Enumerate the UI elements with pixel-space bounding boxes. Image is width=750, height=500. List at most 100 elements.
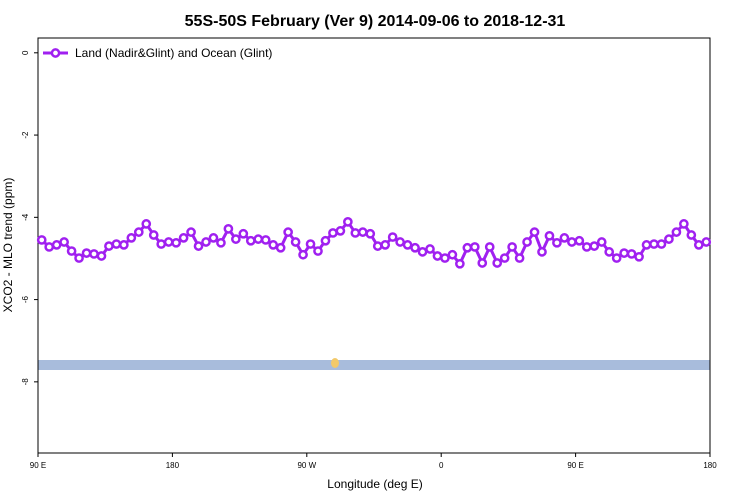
point	[514, 253, 525, 263]
y-tick-label: -6	[21, 295, 30, 303]
point	[178, 233, 189, 243]
point	[81, 248, 92, 258]
point	[231, 234, 241, 244]
point	[201, 237, 211, 247]
point	[313, 246, 323, 256]
point	[51, 240, 62, 250]
point	[372, 241, 383, 251]
x-tick-label: 90 W	[297, 461, 316, 470]
point	[492, 258, 503, 268]
point	[611, 253, 622, 263]
point	[283, 227, 293, 237]
point	[641, 240, 652, 250]
legend-label: Land (Nadir&Glint) and Ocean (Glint)	[75, 46, 272, 60]
point	[559, 233, 570, 243]
point	[664, 234, 674, 244]
chart-title: 55S-50S February (Ver 9) 2014-09-06 to 2…	[185, 13, 566, 30]
point	[522, 237, 532, 247]
point	[298, 249, 308, 260]
point	[455, 258, 465, 269]
point	[290, 237, 301, 247]
point	[402, 240, 413, 250]
point	[529, 227, 540, 237]
y-tick-label: -2	[21, 131, 30, 139]
x-tick-label: 90 E	[567, 461, 583, 470]
point	[96, 251, 107, 261]
point	[649, 239, 659, 249]
land-mask-blob	[331, 358, 339, 368]
point	[186, 227, 196, 237]
point	[656, 239, 667, 249]
point	[119, 240, 129, 250]
point	[357, 227, 368, 237]
point	[410, 242, 420, 253]
point	[477, 258, 488, 268]
point	[126, 233, 137, 243]
point	[245, 235, 256, 246]
point	[66, 246, 77, 256]
point	[581, 242, 592, 252]
point	[223, 223, 234, 234]
point	[440, 253, 450, 263]
point	[350, 228, 361, 238]
point	[544, 230, 555, 241]
point	[104, 241, 114, 251]
plot-frame	[37, 37, 711, 454]
point	[574, 235, 585, 246]
point	[589, 241, 600, 251]
y-tick-label: -8	[21, 378, 30, 386]
point	[44, 242, 55, 252]
point	[320, 235, 331, 246]
point	[596, 237, 607, 247]
y-tick-label: 0	[21, 50, 30, 55]
legend-marker	[50, 48, 61, 58]
point	[208, 233, 219, 243]
land-mask-band	[38, 360, 710, 370]
point	[447, 249, 458, 260]
point	[89, 249, 99, 259]
x-tick-label: 0	[439, 461, 444, 470]
point	[619, 248, 629, 258]
point	[507, 242, 517, 252]
point	[425, 244, 435, 254]
point	[156, 239, 167, 249]
point	[253, 234, 264, 244]
point	[484, 242, 495, 252]
point	[238, 228, 249, 239]
point	[634, 251, 644, 262]
y-axis-label: XCO2 - MLO trend (ppm)	[1, 178, 15, 313]
point	[432, 251, 443, 261]
point	[111, 239, 122, 249]
point	[305, 239, 316, 249]
point	[380, 240, 391, 250]
point	[216, 237, 226, 248]
point	[36, 235, 47, 245]
point	[268, 240, 279, 250]
point	[671, 227, 682, 237]
point	[604, 247, 615, 257]
point	[365, 228, 376, 239]
x-tick-label: 180	[166, 461, 180, 470]
x-axis-label: Longitude (deg E)	[327, 477, 422, 491]
point	[59, 237, 69, 247]
point	[701, 237, 712, 247]
point	[133, 227, 144, 237]
point	[567, 237, 577, 247]
y-tick-label: -4	[21, 213, 30, 221]
point	[395, 237, 405, 247]
x-tick-label: 180	[703, 461, 717, 470]
point	[417, 247, 428, 257]
point	[499, 253, 510, 263]
point	[193, 241, 204, 251]
point	[328, 228, 338, 238]
point	[626, 249, 637, 259]
point	[469, 242, 480, 252]
point	[335, 226, 346, 236]
point	[260, 235, 271, 245]
point	[141, 219, 152, 229]
point	[275, 242, 286, 253]
point	[148, 230, 159, 240]
point	[552, 237, 562, 248]
point	[686, 230, 697, 240]
